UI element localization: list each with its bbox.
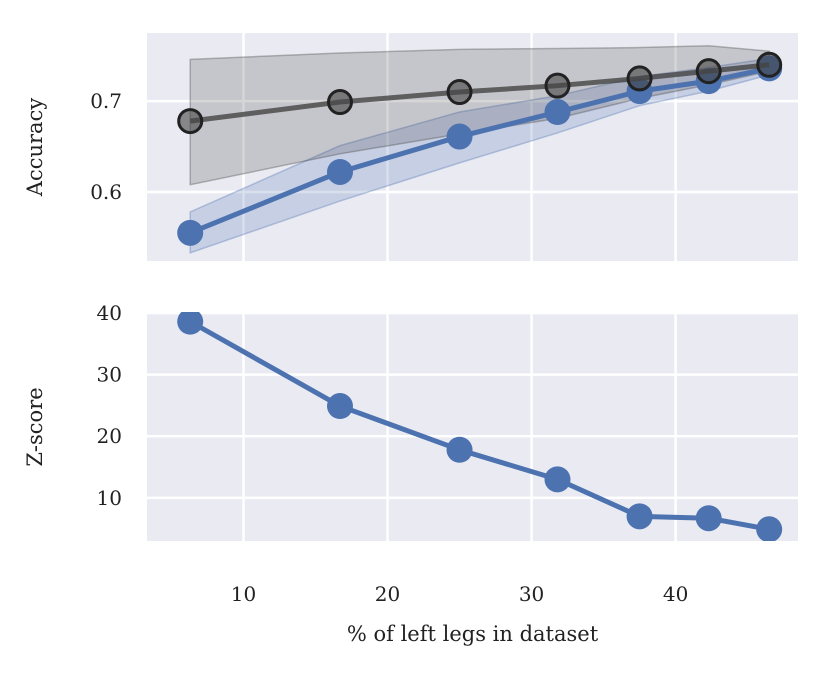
data-point — [756, 51, 783, 78]
data-point — [446, 123, 473, 150]
plot-marks — [177, 44, 783, 254]
y-tick-label: 40 — [97, 301, 122, 325]
data-point — [446, 436, 473, 463]
y-tick-label: 0.7 — [90, 89, 122, 113]
data-point — [326, 158, 353, 185]
y-tick-label: 0.6 — [90, 180, 122, 204]
y-tick-label: 10 — [97, 486, 122, 510]
data-point — [326, 89, 353, 116]
zscore-panel: 10 20 30 40 10 20 30 40 Z-score % of left legs in… — [23, 301, 798, 646]
plot-background — [147, 313, 798, 541]
x-tick-label: 10 — [231, 582, 256, 606]
data-point — [177, 312, 204, 335]
data-point — [626, 65, 653, 92]
x-tick-label: 20 — [375, 582, 400, 606]
accuracy-panel: 0.6 0.7 Accuracy — [23, 33, 798, 261]
x-tick-label: 40 — [663, 582, 688, 606]
data-point — [544, 99, 571, 126]
y-axis-label: Z-score — [23, 387, 47, 466]
data-point — [177, 108, 204, 135]
y-axis-label: Accuracy — [23, 98, 47, 198]
y-tick-label: 30 — [97, 363, 122, 387]
data-point — [177, 219, 204, 246]
x-axis-label: % of left legs in dataset — [347, 622, 599, 646]
data-point — [544, 466, 571, 493]
plot-marks — [177, 312, 783, 541]
data-point — [446, 79, 473, 106]
data-point — [695, 58, 722, 85]
data-point — [626, 503, 653, 530]
data-point — [544, 72, 571, 99]
x-tick-label: 30 — [519, 582, 544, 606]
data-point — [695, 505, 722, 532]
data-point — [326, 393, 353, 420]
data-point — [756, 516, 783, 541]
y-tick-label: 20 — [97, 424, 122, 448]
